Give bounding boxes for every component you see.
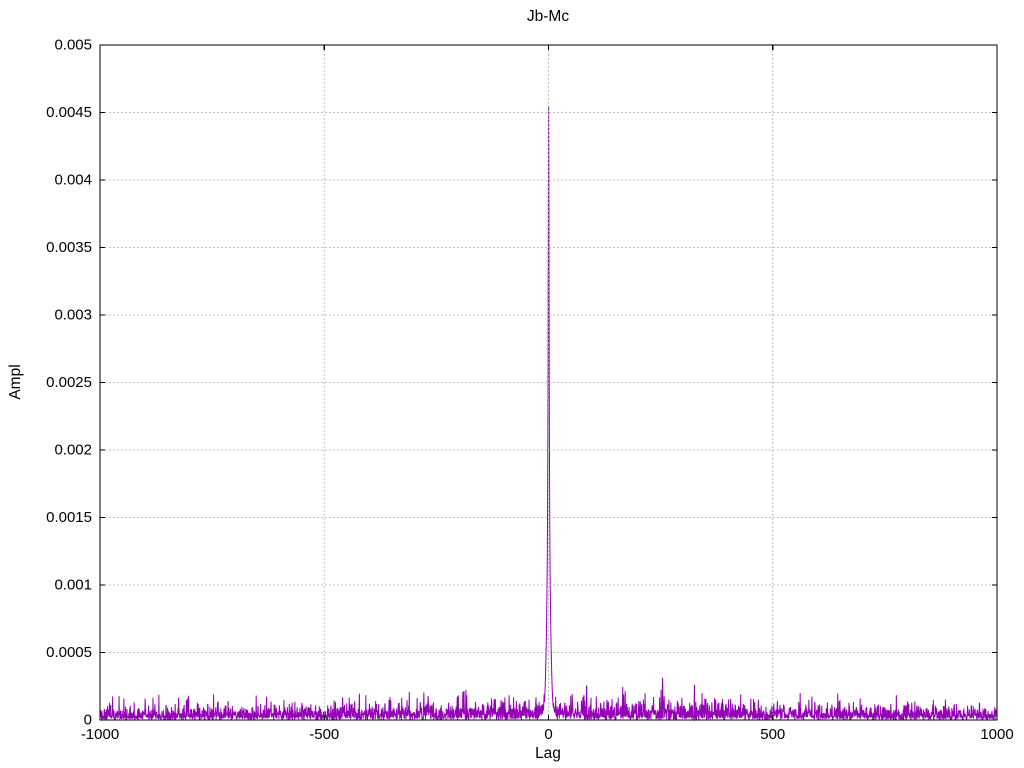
svg-text:0.005: 0.005 (54, 36, 92, 53)
svg-text:Jb-Mc: Jb-Mc (527, 8, 569, 25)
svg-text:0.003: 0.003 (54, 306, 92, 323)
svg-text:0.0045: 0.0045 (46, 104, 92, 121)
svg-text:0.0035: 0.0035 (46, 239, 92, 256)
svg-text:0.001: 0.001 (54, 576, 92, 593)
svg-text:0.0005: 0.0005 (46, 644, 92, 661)
svg-text:0.002: 0.002 (54, 441, 92, 458)
svg-text:0.0025: 0.0025 (46, 374, 92, 391)
svg-text:Lag: Lag (535, 745, 561, 762)
svg-text:0: 0 (544, 726, 552, 743)
svg-text:0.0015: 0.0015 (46, 509, 92, 526)
svg-text:Ampl: Ampl (7, 364, 24, 399)
svg-text:-500: -500 (309, 726, 339, 743)
svg-text:-1000: -1000 (81, 726, 119, 743)
svg-text:1000: 1000 (980, 726, 1013, 743)
svg-text:0.004: 0.004 (54, 171, 92, 188)
svg-text:500: 500 (760, 726, 785, 743)
